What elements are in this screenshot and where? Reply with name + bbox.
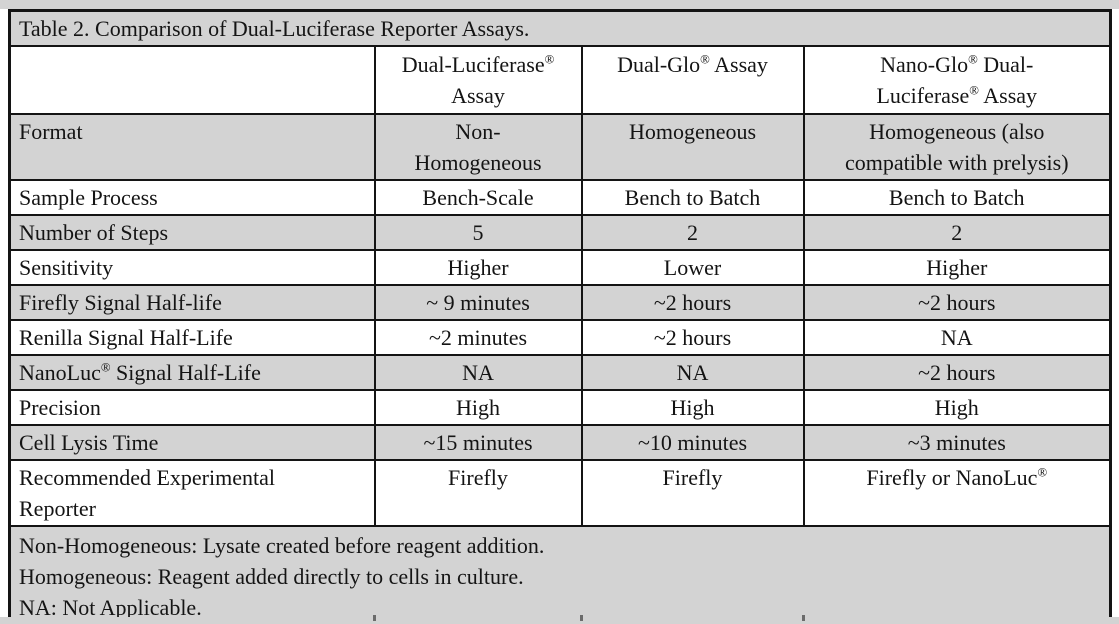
table-row-firefly-half-life: Firefly Signal Half-life ~ 9 minutes ~2 … [8,284,1112,321]
footnote-row: Non-Homogeneous: Lysate created before r… [8,525,1112,624]
table-cell: Firefly [580,459,805,527]
table-cell: 2 [580,214,805,251]
column-header-dual-luciferase-assay: Dual-Luciferase® Assay [373,45,583,115]
table-cell: NA [373,354,583,391]
table-cell: ~10 minutes [580,424,805,461]
column-header-nano-glo-dual-luciferase-assay: Nano-Glo® Dual-Luciferase® Assay [802,45,1112,115]
table-cell: Firefly [373,459,583,527]
table-cell: ~2 minutes [373,319,583,356]
table-row-format: Format Non-Homogeneous Homogeneous Homog… [8,113,1112,181]
footnote-non-homogeneous: Non-Homogeneous: Lysate created before r… [19,533,545,558]
border-stub [802,615,805,621]
table-cell: High [580,389,805,426]
table-cell: Homogeneous (also compatible with prelys… [802,113,1112,181]
page-top-strip [0,0,1119,9]
table-cell: Lower [580,249,805,286]
table-cell: Non-Homogeneous [373,113,583,181]
table-cell: Homogeneous [580,113,805,181]
table-cell: ~2 hours [802,284,1112,321]
column-header-dual-glo-assay: Dual-Glo® Assay [580,45,805,115]
table-cell: Bench to Batch [802,179,1112,216]
table-cell: ~2 hours [580,284,805,321]
border-stub [373,615,376,621]
table-row-nanoluc-half-life: NanoLuc® Signal Half-Life NA NA ~2 hours [8,354,1112,391]
page-bottom-strip [0,615,1119,624]
table-cell: 2 [802,214,1112,251]
footnote-na: NA: Not Applicable. [19,595,202,620]
table-row-recommended-reporter: Recommended Experimental Reporter Firefl… [8,459,1112,527]
table-cell: Higher [373,249,583,286]
table-cell: Firefly or NanoLuc® [802,459,1112,527]
header-row: Dual-Luciferase® Assay Dual-Glo® Assay N… [8,45,1112,115]
table-row-number-of-steps: Number of Steps 5 2 2 [8,214,1112,251]
row-label: Firefly Signal Half-life [8,284,376,321]
row-label: Sensitivity [8,249,376,286]
row-label: Precision [8,389,376,426]
table-cell: Bench to Batch [580,179,805,216]
table-cell: ~2 hours [802,354,1112,391]
table-row-cell-lysis-time: Cell Lysis Time ~15 minutes ~10 minutes … [8,424,1112,461]
footnote-homogeneous: Homogeneous: Reagent added directly to c… [19,564,524,589]
table-cell: Bench-Scale [373,179,583,216]
table-cell: High [373,389,583,426]
table-cell: 5 [373,214,583,251]
table-cell: ~3 minutes [802,424,1112,461]
table-title: Table 2. Comparison of Dual-Luciferase R… [8,9,1112,47]
footnotes-cell: Non-Homogeneous: Lysate created before r… [8,525,1112,624]
row-label: Format [8,113,376,181]
row-label: Renilla Signal Half-Life [8,319,376,356]
row-label: Recommended Experimental Reporter [8,459,376,527]
table-cell: ~2 hours [580,319,805,356]
column-header-empty [8,45,376,115]
table-cell: NA [580,354,805,391]
row-label: Number of Steps [8,214,376,251]
table-cell: NA [802,319,1112,356]
table-row-sample-process: Sample Process Bench-Scale Bench to Batc… [8,179,1112,216]
comparison-table: Table 2. Comparison of Dual-Luciferase R… [8,9,1112,624]
row-label: Sample Process [8,179,376,216]
row-label: NanoLuc® Signal Half-Life [8,354,376,391]
table-cell: ~ 9 minutes [373,284,583,321]
row-label: Cell Lysis Time [8,424,376,461]
table-row-sensitivity: Sensitivity Higher Lower Higher [8,249,1112,286]
table-row-renilla-half-life: Renilla Signal Half-Life ~2 minutes ~2 h… [8,319,1112,356]
table-row-precision: Precision High High High [8,389,1112,426]
table-cell: High [802,389,1112,426]
border-stub [580,615,583,621]
table-cell: Higher [802,249,1112,286]
table-cell: ~15 minutes [373,424,583,461]
title-row: Table 2. Comparison of Dual-Luciferase R… [8,9,1112,47]
